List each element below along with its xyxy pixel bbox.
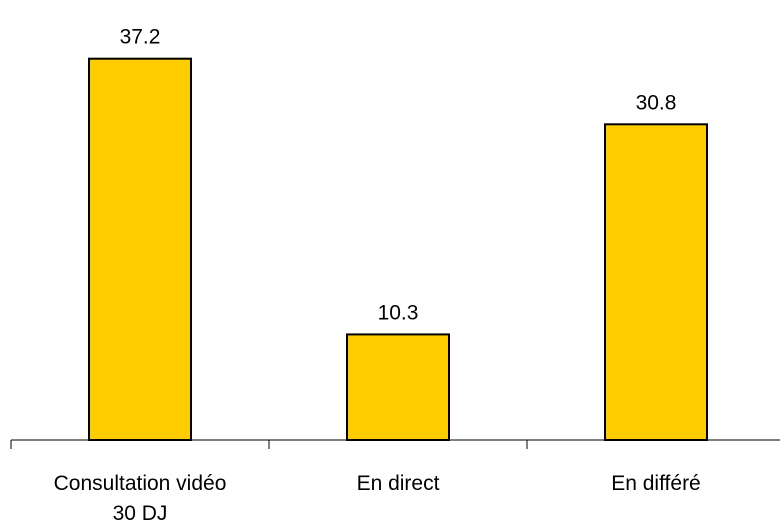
category-label: 30 DJ [113, 502, 168, 525]
category-label: En direct [357, 472, 440, 495]
bar [346, 333, 450, 441]
bar [604, 123, 708, 442]
data-label: 10.3 [378, 301, 419, 324]
bars-group [88, 57, 708, 442]
data-label: 37.2 [120, 26, 161, 49]
data-label: 30.8 [636, 91, 677, 114]
bar [88, 57, 192, 441]
category-label: En différé [611, 472, 701, 495]
value-labels-group: 37.2 10.3 30.8 [120, 26, 677, 325]
category-labels-group: Consultation vidéo 30 DJ En direct En diffé… [54, 472, 701, 525]
category-label: Consultation vidéo [54, 472, 227, 495]
x-axis-ticks [10, 440, 528, 449]
